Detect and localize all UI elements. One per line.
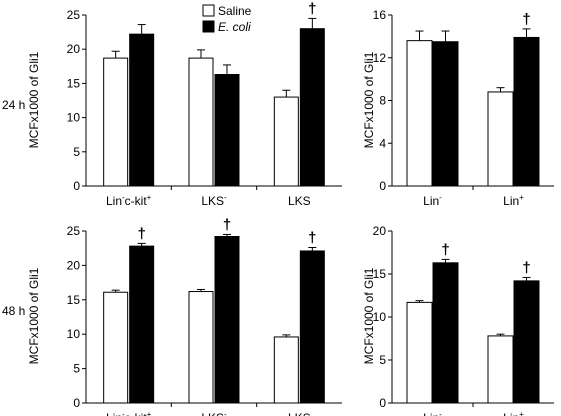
bar-e-coli [432,41,459,187]
legend-label-saline: Saline [218,4,252,18]
bar-e-coli [129,245,155,404]
y-tick-label: 10 [67,327,81,341]
bar-e-coli [432,262,459,404]
x-label-superscript: - [224,193,227,202]
x-label-text: LKS [288,194,311,208]
bar-saline [188,291,214,404]
y-tick-label: 5 [379,353,386,367]
x-category-label: LKS- [201,193,227,208]
x-label-superscript: + [147,193,152,202]
legend: Saline E. coli [202,4,252,34]
y-tick-label: 16 [373,8,387,22]
x-label-text: c-kit [125,194,148,208]
y-axis-label: MCFx1000 of Gli1 [27,267,41,364]
significance-dagger: † [137,225,145,242]
bar-saline [103,291,129,404]
x-label-superscript: - [122,410,125,416]
x-label-superscript: - [122,193,125,202]
y-axis-label: MCFx1000 of Gli1 [362,267,376,364]
y-axis-label: MCFx1000 of Gli1 [362,51,376,148]
x-label-text: LKS [288,411,311,416]
bar-saline [406,301,433,404]
x-label-superscript: + [519,410,524,416]
y-tick-label: 0 [379,179,386,193]
x-category-label: Lin+ [503,193,524,208]
x-label-superscript: - [439,410,442,416]
x-category-label: LKS [288,194,311,208]
bar-e-coli [513,36,540,187]
significance-dagger: † [308,0,316,17]
bar-saline [406,40,433,187]
x-category-label: Lin- [423,410,442,416]
y-tick-label: 25 [67,224,81,238]
bar-saline [273,336,299,404]
bar-e-coli [299,28,325,187]
x-label-superscript: + [519,193,524,202]
bar-e-coli [129,33,155,187]
y-tick-label: 0 [379,396,386,410]
x-label-superscript: - [224,410,227,416]
y-tick-label: 20 [67,42,81,56]
x-category-label: Lin+ [503,410,524,416]
x-label-text: Lin [503,194,519,208]
y-tick-label: 15 [67,293,81,307]
x-category-label: LKS- [201,410,227,416]
y-tick-label: 20 [373,224,387,238]
x-category-label: LKS [288,411,311,416]
row-label-24h: 24 h [2,98,25,112]
legend-label-ecoli: E. coli [218,20,251,34]
x-label-text: Lin [106,411,122,416]
legend-swatch-saline [202,4,215,17]
bar-saline [487,335,514,404]
x-label-superscript: - [439,193,442,202]
x-label-text: LKS [201,194,224,208]
x-label-text: c-kit [125,411,148,416]
x-label-text: Lin [423,194,439,208]
y-tick-label: 10 [67,111,81,125]
y-tick-label: 0 [73,179,80,193]
x-category-label: Lin-c-kit+ [106,193,152,208]
row-label-48h: 48 h [2,304,25,318]
significance-dagger: † [522,259,530,276]
bar-e-coli [513,280,540,404]
bar-saline [273,96,299,187]
y-tick-label: 15 [373,267,387,281]
bar-saline [103,57,129,187]
bar-saline [188,57,214,187]
significance-dagger: † [223,216,231,233]
y-tick-label: 10 [373,310,387,324]
y-axis-label: MCFx1000 of Gli1 [27,51,41,148]
y-tick-label: 5 [73,145,80,159]
x-label-text: Lin [106,194,122,208]
significance-dagger: † [441,241,449,258]
y-tick-label: 0 [73,396,80,410]
bar-e-coli [214,74,240,187]
legend-swatch-ecoli [202,20,215,33]
y-tick-label: 12 [373,51,387,65]
y-tick-label: 8 [379,94,386,108]
y-tick-label: 4 [379,136,386,150]
chart-panel-48h-subpopulations: MCFx1000 of Gli10510152025†Lin-c-kit+†LK… [27,216,342,416]
x-label-text: LKS [201,411,224,416]
y-tick-label: 15 [67,76,81,90]
x-label-text: Lin [423,411,439,416]
y-tick-label: 25 [67,8,81,22]
x-category-label: Lin-c-kit+ [106,410,152,416]
x-category-label: Lin- [423,193,442,208]
bar-saline [487,91,514,187]
bar-e-coli [299,250,325,404]
bar-e-coli [214,236,240,404]
x-label-superscript: + [147,410,152,416]
significance-dagger: † [308,230,316,247]
y-tick-label: 20 [67,258,81,272]
x-label-text: Lin [503,411,519,416]
significance-dagger: † [522,11,530,28]
y-tick-label: 5 [73,362,80,376]
